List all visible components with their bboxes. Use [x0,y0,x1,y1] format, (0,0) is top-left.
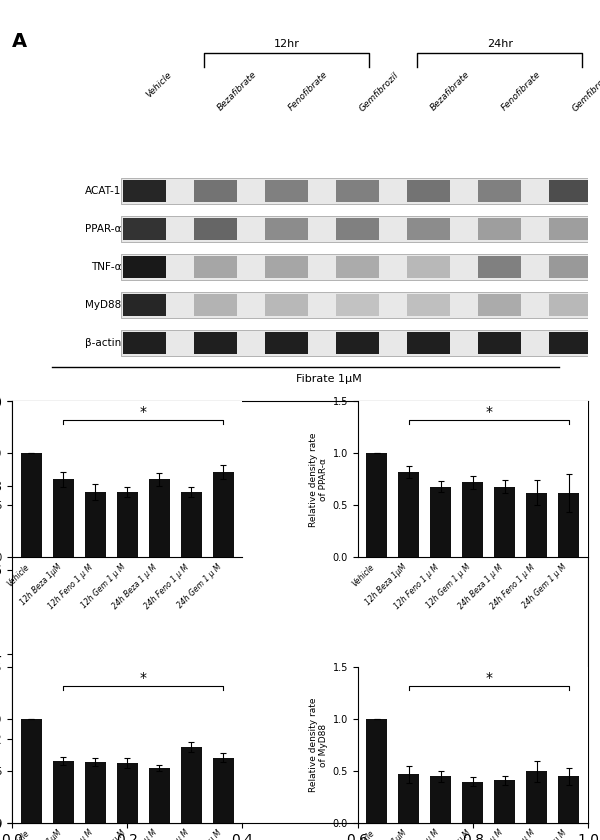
Bar [336,294,379,316]
Bar [53,761,74,823]
Bar [121,330,599,356]
Text: PPAR-α: PPAR-α [85,224,121,234]
Bar [194,332,237,354]
Bar [149,480,170,558]
Bar [367,454,387,558]
Text: 24hr: 24hr [487,39,512,50]
Bar [181,747,202,823]
Bar [213,472,233,558]
Bar [463,781,483,823]
Bar [149,768,170,823]
Bar [117,763,137,823]
Bar [85,492,106,558]
Bar [265,255,308,278]
Bar [213,758,233,823]
Text: ACAT-1: ACAT-1 [85,186,121,196]
Bar [121,254,599,280]
Bar [549,180,592,202]
Text: Fibrate 1μM: Fibrate 1μM [296,374,362,384]
Bar [336,218,379,240]
Bar [85,762,106,823]
Bar [121,178,599,204]
Y-axis label: Relative density rate
of MyD88: Relative density rate of MyD88 [309,698,328,792]
Bar [123,255,166,278]
Bar [526,771,547,823]
Bar [478,294,521,316]
Text: MyD88: MyD88 [85,300,121,310]
Text: Bezafibrate: Bezafibrate [215,70,258,113]
Text: 12hr: 12hr [274,39,299,50]
Bar [463,482,483,558]
Bar [336,180,379,202]
Bar [398,472,419,558]
Bar [494,486,515,558]
Text: Fenofibrate: Fenofibrate [287,70,329,113]
Bar [407,180,450,202]
Bar [194,294,237,316]
Bar [478,180,521,202]
Bar [265,180,308,202]
Text: β-actin: β-actin [85,338,121,348]
Bar [194,218,237,240]
Bar [398,774,419,823]
Text: *: * [140,405,146,419]
Bar [549,332,592,354]
Bar [407,218,450,240]
Bar [194,255,237,278]
Bar [21,719,41,823]
Y-axis label: Relative density rate
of PPAR-α: Relative density rate of PPAR-α [309,432,328,527]
Bar [494,780,515,823]
Text: *: * [485,405,493,419]
Bar [549,218,592,240]
Bar [559,776,579,823]
Bar [123,218,166,240]
Bar [430,776,451,823]
Bar [336,332,379,354]
Bar [526,493,547,558]
Bar [478,255,521,278]
Bar [53,480,74,558]
Bar [121,292,599,318]
Bar [478,218,521,240]
Text: TNF-α: TNF-α [91,262,121,272]
Bar [549,294,592,316]
Bar [265,332,308,354]
Bar [265,218,308,240]
Bar [407,255,450,278]
Bar [367,719,387,823]
Text: A: A [12,32,27,51]
Bar [265,294,308,316]
Bar [123,180,166,202]
Text: Fenofibrate: Fenofibrate [500,70,542,113]
Bar [407,294,450,316]
Text: *: * [485,670,493,685]
Text: Gemfibrozil: Gemfibrozil [571,70,600,113]
Text: *: * [140,670,146,685]
Bar [123,332,166,354]
Text: Gemfibrozil: Gemfibrozil [358,70,400,113]
Bar [549,255,592,278]
Bar [21,454,41,558]
Bar [336,255,379,278]
Bar [117,492,137,558]
Text: Vehicle: Vehicle [145,70,174,99]
Bar [478,332,521,354]
Bar [181,492,202,558]
Bar [407,332,450,354]
Bar [559,493,579,558]
Bar [430,486,451,558]
Bar [194,180,237,202]
Bar [123,294,166,316]
Bar [121,216,599,242]
Text: Bezafibrate: Bezafibrate [428,70,472,113]
